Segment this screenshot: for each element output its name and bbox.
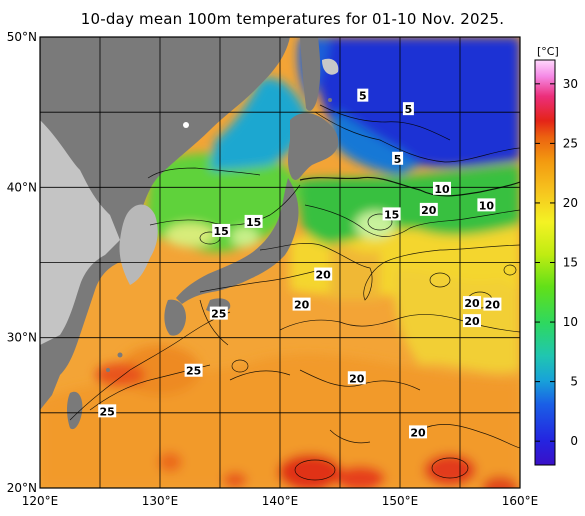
- contour-label: 15: [212, 223, 231, 238]
- lat-tick-label: 40°N: [7, 180, 37, 194]
- contour-label-text: 15: [246, 216, 261, 229]
- contour-label-text: 5: [405, 103, 413, 116]
- contour-label-bg: [402, 102, 414, 116]
- colorbar: [°C] 0 5 10 15 20 25 30: [534, 45, 578, 466]
- map-frame: [39, 36, 521, 489]
- contour-label-text: 5: [359, 90, 367, 103]
- land: [40, 37, 339, 430]
- contour-label-text: 25: [211, 308, 226, 321]
- contour-label-bg: [98, 404, 117, 418]
- contour-label-bg: [483, 297, 502, 311]
- contour-label-bg: [212, 223, 231, 237]
- contour-label-bg: [314, 267, 333, 281]
- colorbar-tick-label: 5: [570, 375, 578, 389]
- longitude-axis: 120°E 130°E 140°E 150°E 160°E: [22, 494, 539, 508]
- contour-label: 20: [483, 297, 502, 312]
- lat-tick-label: 30°N: [7, 331, 37, 345]
- contour-label-bg: [419, 202, 438, 216]
- colorbar-unit: [°C]: [537, 45, 559, 58]
- map-area: 5 5 5 10 10 20 15 15 15 20 20 25 20 20 20 25 25 20 20: [40, 37, 520, 488]
- contour-label-text: 20: [294, 299, 310, 312]
- contour-label-text: 20: [316, 269, 332, 282]
- contour-label-text: 20: [410, 426, 426, 439]
- contour-label: 20: [463, 314, 481, 328]
- colorbar-ticks: 0 5 10 15 20 25 30: [535, 77, 578, 448]
- contour-label: 5: [392, 151, 404, 166]
- contour-label-bg: [184, 363, 203, 377]
- contour-label-text: 20: [421, 204, 437, 217]
- lon-tick-label: 140°E: [262, 494, 299, 508]
- contour-label-text: 5: [394, 153, 402, 166]
- contour-label: 15: [382, 207, 401, 221]
- contour-label-text: 20: [464, 297, 480, 310]
- contour-label-bg: [477, 198, 496, 212]
- contour-label: 25: [209, 306, 228, 321]
- contour-label-text: 25: [100, 405, 115, 418]
- contour-label-bg: [463, 296, 481, 310]
- contour-label: 15: [244, 214, 263, 229]
- lat-tick-label: 20°N: [7, 481, 37, 495]
- contour-label-text: 15: [384, 208, 399, 221]
- lat-tick-label: 50°N: [7, 30, 37, 44]
- contour-label-bg: [244, 214, 263, 228]
- colorbar-tick-label: 25: [563, 136, 578, 150]
- contour-label-bg: [392, 151, 404, 165]
- lon-tick-label: 150°E: [382, 494, 419, 508]
- contour-label-text: 25: [186, 365, 201, 378]
- contour-label-text: 20: [485, 299, 501, 312]
- contour-label: 20: [463, 296, 481, 310]
- contour-label: 5: [402, 102, 414, 116]
- colorbar-tick-label: 10: [563, 315, 578, 329]
- contour-label-bg: [357, 88, 369, 102]
- contour-label-text: 15: [214, 225, 229, 238]
- contour-label: 25: [98, 404, 117, 418]
- contour-label-bg: [347, 371, 366, 385]
- contour-label-text: 10: [434, 183, 450, 196]
- contour-label: 10: [433, 181, 451, 196]
- contour-label-bg: [463, 314, 481, 328]
- contour-label-bg: [409, 425, 427, 439]
- latitude-axis: 50°N 40°N 30°N 20°N: [7, 30, 37, 495]
- contour-label: 20: [409, 425, 427, 439]
- contour-label-bg: [292, 297, 311, 311]
- contour-label: 20: [419, 202, 438, 217]
- page-title: 10-day mean 100m temperatures for 01-10 …: [80, 10, 505, 28]
- contour-label-text: 10: [479, 199, 495, 212]
- colorbar-tick-label: 30: [563, 77, 578, 91]
- contour-label: 20: [347, 371, 366, 385]
- contour-label: 5: [357, 88, 369, 103]
- lon-tick-label: 120°E: [22, 494, 59, 508]
- contour-label-bg: [382, 207, 401, 221]
- contour-label: 10: [477, 198, 496, 212]
- colorbar-tick-label: 15: [563, 256, 578, 270]
- colorbar-tick-label: 20: [563, 196, 578, 210]
- contour-label-bg: [433, 181, 451, 195]
- contour-labels: 5 5 5 10 10 20 15 15 15 20 20 25 20 20 20 25 25 20 20: [98, 88, 502, 439]
- contour-label-text: 20: [349, 372, 365, 385]
- contour-label: 25: [184, 363, 203, 378]
- contour-label-text: 20: [464, 315, 480, 328]
- colorbar-tick-label: 0: [570, 434, 578, 448]
- lon-tick-label: 130°E: [142, 494, 179, 508]
- contour-label: 20: [314, 267, 333, 282]
- contour-label-bg: [209, 306, 228, 320]
- lon-tick-label: 160°E: [502, 494, 539, 508]
- contour-label: 20: [292, 297, 311, 312]
